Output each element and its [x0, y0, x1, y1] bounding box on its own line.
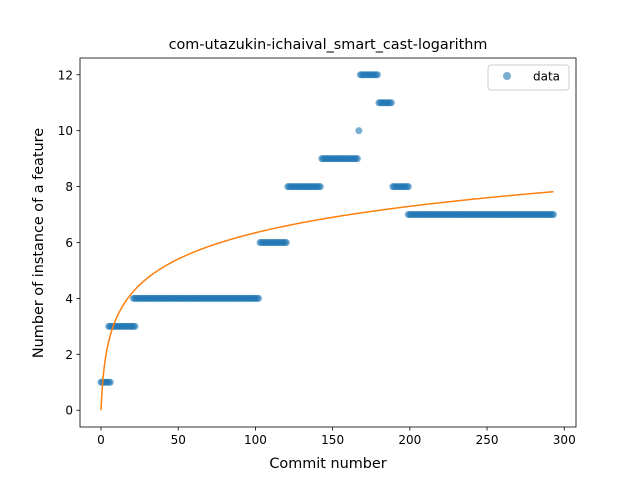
x-tick-label: 250 [476, 433, 499, 447]
plot-area [97, 71, 557, 411]
x-tick-label: 100 [244, 433, 267, 447]
y-tick-label: 6 [65, 236, 73, 250]
data-point [549, 211, 557, 219]
data-point [255, 294, 263, 302]
x-tick-label: 0 [97, 433, 105, 447]
axes: 0 50 100 150 200 250 300 0 2 4 6 8 10 12 [58, 57, 577, 447]
y-tick-label: 12 [58, 68, 73, 82]
y-tick-label: 4 [65, 292, 73, 306]
data-point [282, 239, 290, 246]
legend-box [487, 64, 570, 91]
legend-marker [503, 72, 511, 80]
y-tick-label: 2 [65, 348, 73, 362]
data-point [316, 183, 324, 191]
y-tick-label: 10 [58, 124, 73, 138]
fit-line [100, 190, 554, 411]
data-point [353, 155, 361, 163]
y-axis-label: Number of instance of a feature [31, 128, 47, 358]
data-point [404, 183, 412, 191]
data-point [373, 71, 381, 79]
x-tick-label: 150 [321, 433, 344, 447]
x-tick-label: 200 [398, 433, 421, 447]
chart-title: com-utazukin-ichaival_smart_cast-logarit… [169, 37, 488, 53]
data-point [387, 99, 395, 107]
x-tick-label: 300 [553, 433, 576, 447]
legend-label: data [533, 70, 560, 84]
y-tick-label: 8 [65, 180, 73, 194]
legend: data [487, 64, 570, 91]
x-axis-label: Commit number [269, 456, 386, 472]
y-tick-label: 0 [65, 404, 73, 418]
data-point [355, 127, 363, 135]
data-point [131, 322, 139, 330]
x-tick-label: 50 [171, 433, 186, 447]
data-point [106, 378, 114, 386]
